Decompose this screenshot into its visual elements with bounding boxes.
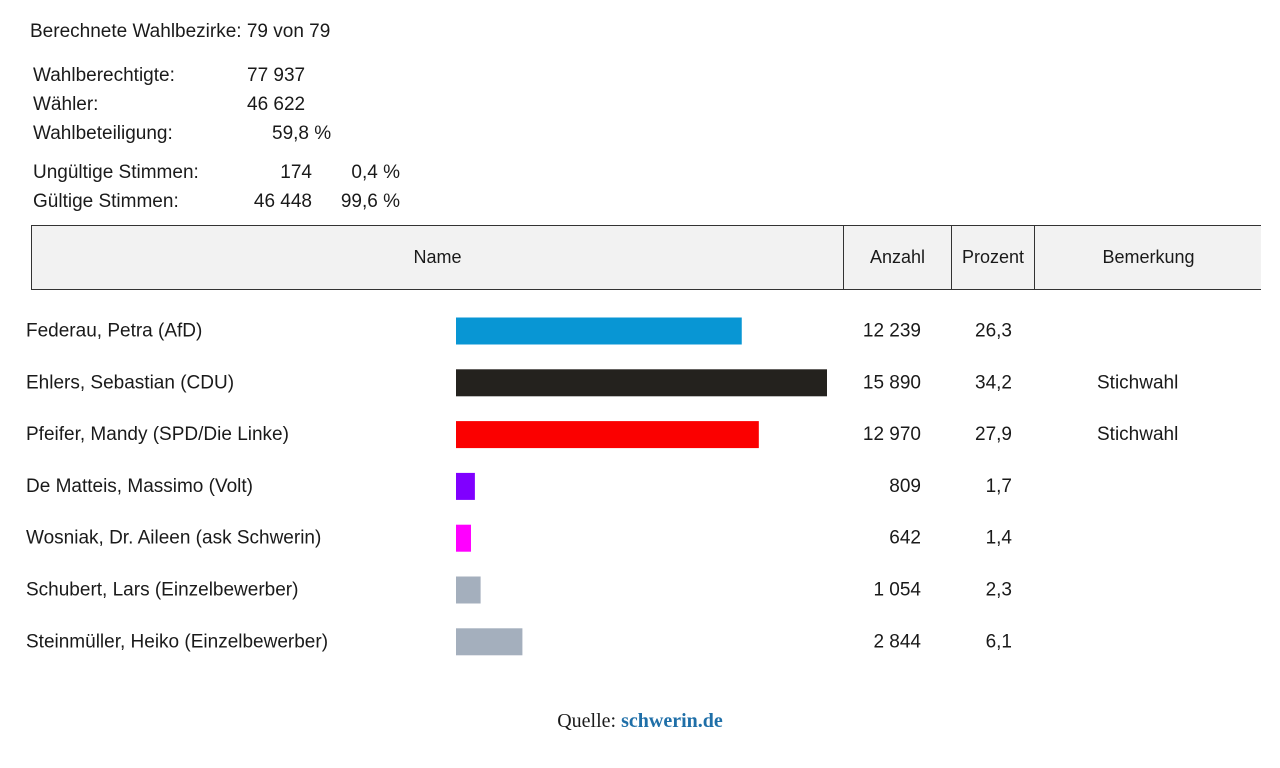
- vote-count: 642: [889, 528, 921, 549]
- eligible-label: Wahlberechtigte:: [33, 65, 175, 86]
- vote-percent: 1,7: [986, 476, 1012, 497]
- source-line: Quelle: schwerin.de: [0, 710, 1280, 733]
- column-header-remark: Bemerkung: [1102, 247, 1195, 267]
- voters-label: Wähler:: [33, 94, 99, 115]
- vote-count: 2 844: [873, 631, 921, 652]
- candidate-name: Ehlers, Sebastian (CDU): [26, 372, 234, 393]
- vote-bar: [456, 576, 481, 604]
- turnout-label: Wahlbeteiligung:: [33, 123, 173, 144]
- candidate-name: Federau, Petra (AfD): [26, 321, 202, 342]
- vote-count: 809: [889, 476, 921, 497]
- column-divider: [951, 226, 952, 289]
- invalid-votes-label: Ungültige Stimmen:: [33, 162, 199, 183]
- results-table-header: Name Anzahl Prozent Bemerkung: [31, 225, 1261, 290]
- candidate-name: Schubert, Lars (Einzelbewerber): [26, 580, 298, 601]
- vote-count: 1 054: [873, 580, 921, 601]
- candidate-name: Steinmüller, Heiko (Einzelbewerber): [26, 631, 328, 652]
- eligible-value: 77 937: [247, 65, 306, 86]
- valid-votes-label: Gültige Stimmen:: [33, 191, 179, 212]
- vote-percent: 2,3: [986, 580, 1012, 601]
- vote-bar: [456, 369, 827, 397]
- candidate-name: Wosniak, Dr. Aileen (ask Schwerin): [26, 528, 321, 549]
- vote-percent: 27,9: [975, 424, 1012, 445]
- turnout-value: 59,8 %: [272, 123, 332, 144]
- source-link[interactable]: schwerin.de: [621, 710, 723, 732]
- column-divider: [1034, 226, 1035, 289]
- vote-bar: [456, 472, 475, 500]
- vote-count: 12 970: [863, 424, 921, 445]
- remark-label: Stichwahl: [1097, 424, 1178, 445]
- column-header-name: Name: [413, 247, 462, 267]
- vote-bar: [456, 524, 471, 552]
- vote-percent: 34,2: [975, 372, 1012, 393]
- results-bar-chart: Federau, Petra (AfD) 12 239 26,3 Ehlers, Se…: [26, 317, 1178, 656]
- invalid-votes-percent: 0,4 %: [351, 162, 400, 183]
- column-header-percent: Prozent: [961, 247, 1025, 267]
- remark-label: Stichwahl: [1097, 372, 1178, 393]
- vote-count: 12 239: [863, 321, 921, 342]
- vote-bar: [456, 317, 742, 345]
- vote-percent: 1,4: [986, 528, 1013, 549]
- invalid-votes-count: 174: [280, 162, 312, 183]
- vote-percent: 6,1: [986, 631, 1012, 652]
- column-header-count: Anzahl: [869, 247, 926, 267]
- candidate-name: Pfeifer, Mandy (SPD/Die Linke): [26, 424, 289, 445]
- vote-percent: 26,3: [975, 321, 1012, 342]
- districts-counted: Berechnete Wahlbezirke: 79 von 79: [30, 21, 331, 42]
- candidate-name: De Matteis, Massimo (Volt): [26, 476, 253, 497]
- voters-value: 46 622: [247, 94, 306, 115]
- valid-votes-percent: 99,6 %: [340, 191, 400, 212]
- valid-votes-count: 46 448: [253, 191, 312, 212]
- vote-bar: [456, 628, 523, 656]
- source-label: Quelle:: [557, 710, 617, 732]
- vote-bar: [456, 421, 759, 449]
- column-divider: [843, 226, 844, 289]
- vote-count: 15 890: [863, 372, 921, 393]
